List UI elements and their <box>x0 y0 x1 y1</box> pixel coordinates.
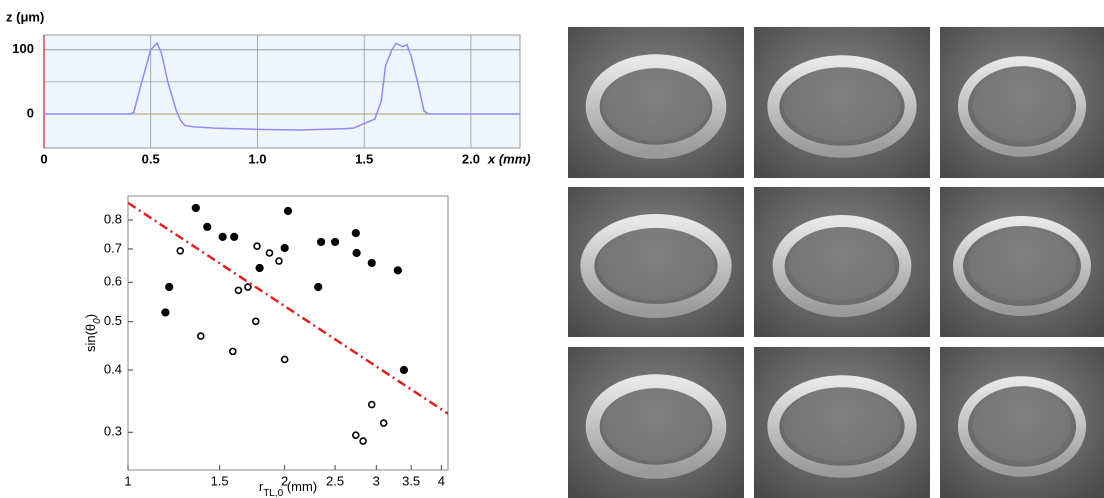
label-subscript: TL,0 <box>263 488 283 498</box>
x-tick-label: 2 <box>281 473 288 488</box>
open-point <box>359 437 367 445</box>
x-tick-label: 2.0 <box>462 151 480 166</box>
crater-rim <box>957 376 1087 477</box>
x-tick-label: 2.5 <box>326 473 344 488</box>
profile-line <box>44 42 520 131</box>
y-tick-label: 0.7 <box>104 240 122 255</box>
crater-rim <box>957 56 1087 157</box>
crater-floor <box>968 228 1076 300</box>
label-part: sin(θ <box>83 324 98 352</box>
sem-image <box>754 27 930 178</box>
filled-point <box>317 237 326 247</box>
filled-point <box>203 222 212 232</box>
sem-image <box>940 27 1104 178</box>
y-axis-label: sin(θ0) <box>83 314 103 352</box>
sem-image <box>754 347 930 498</box>
crater-rim <box>585 374 727 479</box>
open-point <box>196 332 205 340</box>
x-tick-label: 1.5 <box>355 151 373 166</box>
crater-rim <box>772 215 912 317</box>
plot-area <box>43 34 521 149</box>
filled-point <box>191 203 200 213</box>
open-point <box>244 283 252 291</box>
open-point <box>352 431 360 439</box>
y-axis-label: z (μm) <box>6 9 44 24</box>
crater-rim <box>767 55 917 158</box>
x-tick-label: 1.0 <box>248 151 266 166</box>
open-point <box>280 355 289 364</box>
fit-line <box>127 201 449 415</box>
filled-point <box>218 232 227 242</box>
crater-rim <box>580 214 732 318</box>
open-point <box>379 419 388 427</box>
filled-point <box>283 206 293 216</box>
open-point <box>234 286 243 295</box>
open-point <box>176 246 185 255</box>
x-tick-label: 3 <box>373 473 380 488</box>
x-tick-label: 4 <box>438 473 445 488</box>
crater-floor <box>602 68 710 141</box>
x-tick-label: 1 <box>124 473 131 488</box>
filled-point <box>280 243 289 253</box>
label-part: r <box>259 479 264 494</box>
plot-area <box>127 195 449 471</box>
filled-point <box>352 248 361 258</box>
crater-floor <box>783 68 901 141</box>
sem-image <box>754 187 930 337</box>
sem-image <box>568 347 744 498</box>
filled-point <box>399 365 409 375</box>
x-axis-label: x (mm) <box>487 151 531 166</box>
label-part: (mm) <box>283 479 317 494</box>
crater-rim <box>953 216 1091 316</box>
open-point <box>275 257 283 265</box>
y-tick-label: 0.6 <box>104 274 122 289</box>
label-subscript: 0 <box>92 318 103 324</box>
filled-point <box>393 266 402 275</box>
y-tick-label: 0.4 <box>104 361 122 376</box>
x-tick-label: 3.5 <box>402 473 420 488</box>
crater-floor <box>788 228 896 300</box>
sem-image <box>940 347 1104 498</box>
sem-image <box>568 187 744 337</box>
y-tick-label: 100 <box>12 41 34 56</box>
open-point <box>251 317 260 326</box>
filled-point <box>230 232 239 242</box>
y-tick-label: 0 <box>27 105 34 120</box>
crater-floor <box>597 228 715 300</box>
filled-point <box>314 282 323 292</box>
y-tick-label: 0.5 <box>104 313 122 328</box>
label-part: ) <box>83 314 98 318</box>
filled-point <box>330 237 340 247</box>
x-tick-label: 0 <box>40 151 47 166</box>
filled-point <box>351 229 360 238</box>
filled-point <box>367 258 376 268</box>
open-point <box>253 242 261 250</box>
open-point <box>265 249 274 257</box>
x-tick-label: 0.5 <box>142 151 160 166</box>
y-tick-label: 0.3 <box>104 424 122 439</box>
crater-rim <box>767 375 917 478</box>
x-axis-label: rTL,0 (mm) <box>259 479 317 498</box>
open-point <box>367 400 376 409</box>
crater-rim <box>585 54 727 159</box>
crater-floor <box>783 388 901 461</box>
open-point <box>229 347 237 356</box>
filled-point <box>161 308 170 317</box>
filled-point <box>165 282 174 292</box>
crater-floor <box>602 388 710 461</box>
crater-floor <box>972 388 1072 461</box>
x-tick-label: 1.5 <box>211 473 229 488</box>
sem-image <box>940 187 1104 337</box>
y-tick-label: 0.8 <box>104 211 122 226</box>
crater-floor <box>972 68 1072 141</box>
sem-image <box>568 27 744 178</box>
filled-point <box>255 263 264 273</box>
